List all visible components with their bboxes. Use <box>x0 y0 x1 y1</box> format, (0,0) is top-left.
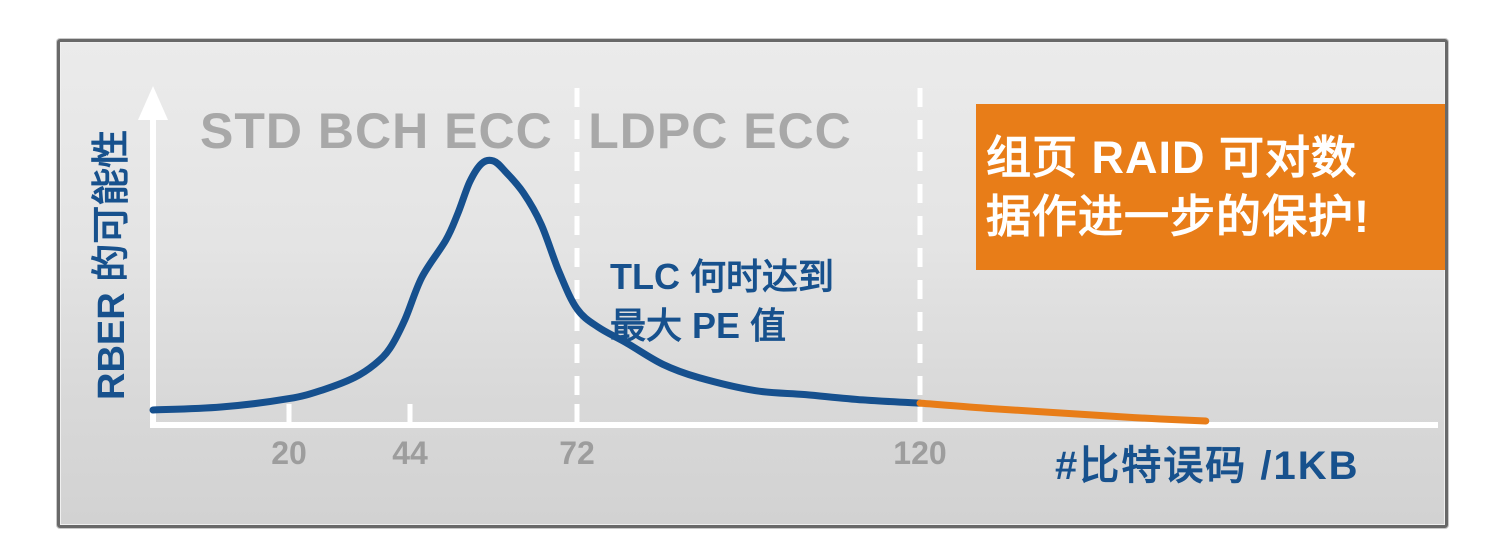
chart-panel: STD BCH ECC LDPC ECC RBER 的可能性 #比特误码 /1K… <box>57 39 1448 528</box>
region-label-ldpc-ecc: LDPC ECC <box>588 103 852 159</box>
callout-line2: 据作进一步的保护! <box>986 191 1370 242</box>
curve-blue-ecc <box>149 156 924 414</box>
tlc-annotation-line1: TLC 何时达到 <box>610 256 834 297</box>
x-tick-label-72: 72 <box>559 435 595 471</box>
callout-line1: 组页 RAID 可对数 <box>986 132 1358 183</box>
x-axis-ticks <box>286 404 923 423</box>
chart-canvas <box>138 86 1438 428</box>
tlc-annotation-line2: 最大 PE 值 <box>610 305 787 346</box>
y-axis-label: RBER 的可能性 <box>91 129 133 400</box>
y-axis-arrowhead-icon <box>138 86 168 120</box>
tlc-max-pe-annotation: TLC 何时达到 最大 PE 值 <box>610 252 834 350</box>
x-tick-label-20: 20 <box>271 435 307 471</box>
x-tick-label-120: 120 <box>893 435 947 471</box>
region-label-std-bch-ecc: STD BCH ECC <box>200 103 553 159</box>
x-tick-label-44: 44 <box>392 435 428 471</box>
dashed-guide-lines <box>574 88 923 422</box>
chart-area: STD BCH ECC LDPC ECC RBER 的可能性 #比特误码 /1K… <box>60 42 1445 525</box>
axes <box>138 86 1438 428</box>
raid-protection-callout: 组页 RAID 可对数 据作进一步的保护! <box>976 104 1445 270</box>
curve-orange-raid-tail <box>916 399 1210 425</box>
x-axis-label: #比特误码 /1KB <box>1055 444 1360 488</box>
